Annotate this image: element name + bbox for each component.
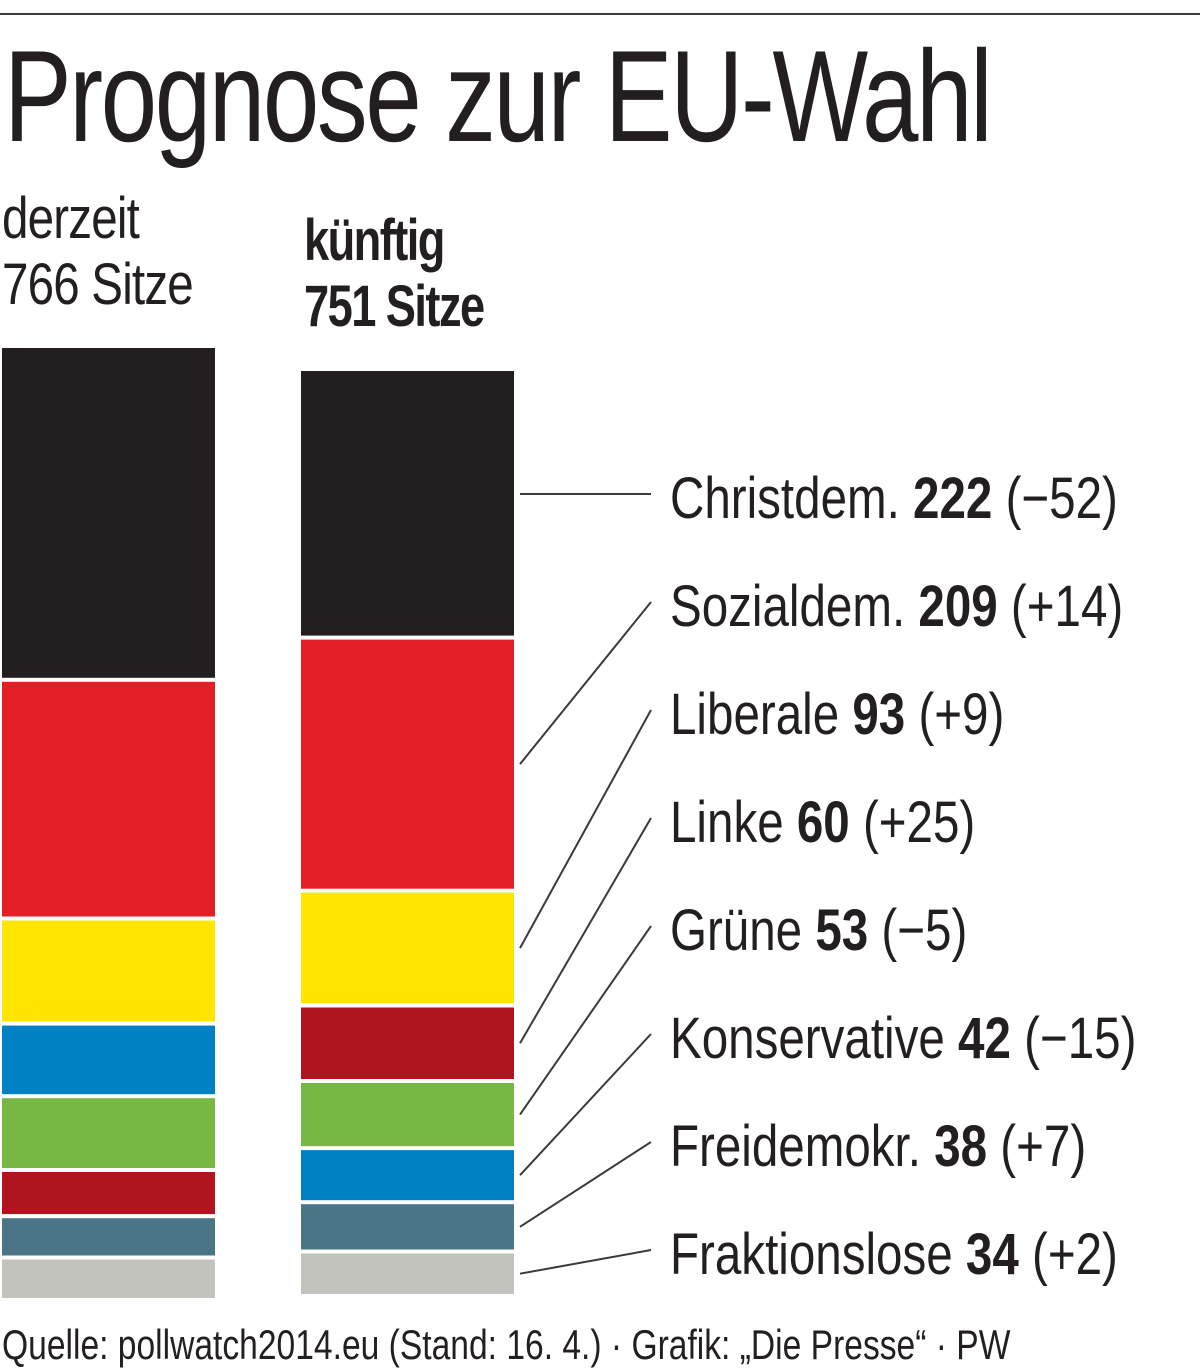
series-value: 93: [852, 683, 918, 748]
current-bar-sozialdem: [2, 681, 215, 917]
series-name: Fraktionslose: [670, 1223, 966, 1288]
top-rule: [0, 13, 1200, 15]
chart-title: Prognose zur EU-Wahl: [4, 23, 993, 169]
future-bar-sozialdem: [301, 639, 514, 889]
series-name: Sozialdem.: [670, 575, 918, 640]
column-label-future-total: 751 Sitze: [304, 274, 485, 339]
future-bar-christdem: [301, 371, 514, 636]
series-change: (+14): [1011, 575, 1123, 640]
series-change: (−15): [1024, 1007, 1136, 1072]
current-bar-linke: [2, 1172, 215, 1215]
column-label-current-total: 766 Sitze: [2, 252, 194, 317]
series-name: Christdem.: [670, 467, 913, 532]
future-bar-linke: [301, 1007, 514, 1079]
leader-line-linke: [519, 817, 652, 1044]
series-change: (+7): [1000, 1115, 1086, 1180]
leader-line-gruene: [519, 925, 652, 1116]
current-bar-konservative: [2, 1025, 215, 1095]
leader-line-sozialdem: [519, 601, 652, 765]
series-label-gruene: Grüne 53 (−5): [670, 899, 967, 964]
column-label-current-name: derzeit: [2, 186, 140, 251]
future-bar-fraktionslose: [301, 1253, 514, 1294]
series-label-freidemokr: Freidemokr. 38 (+7): [670, 1115, 1086, 1180]
series-change: (+25): [863, 791, 975, 856]
series-label-fraktionslose: Fraktionslose 34 (+2): [670, 1223, 1118, 1288]
column-label-future: künftig 751 Sitze: [304, 208, 485, 340]
series-label-liberale: Liberale 93 (+9): [670, 683, 1004, 748]
leader-line-liberale: [519, 709, 652, 949]
future-bar-freidemokr: [301, 1204, 514, 1250]
series-value: 53: [815, 899, 881, 964]
series-name: Linke: [670, 791, 797, 856]
current-bar-freidemokr: [2, 1218, 215, 1256]
current-bar-christdem: [2, 348, 215, 678]
series-value: 60: [797, 791, 863, 856]
series-value: 222: [913, 467, 1006, 532]
leader-line-konservative: [519, 1033, 652, 1176]
series-value: 42: [958, 1007, 1024, 1072]
series-label-linke: Linke 60 (+25): [670, 791, 975, 856]
series-label-christdem: Christdem. 222 (−52): [670, 467, 1118, 532]
source-note: Quelle: pollwatch2014.eu (Stand: 16. 4.)…: [2, 1321, 1011, 1368]
current-bar-fraktionslose: [2, 1259, 215, 1298]
series-name: Freidemokr.: [670, 1115, 934, 1180]
series-label-konservative: Konservative 42 (−15): [670, 1007, 1136, 1072]
series-value: 34: [966, 1223, 1032, 1288]
series-name: Liberale: [670, 683, 852, 748]
series-name: Konservative: [670, 1007, 958, 1072]
series-change: (−52): [1006, 467, 1118, 532]
series-value: 38: [934, 1115, 1000, 1180]
current-bar-gruene: [2, 1098, 215, 1168]
column-label-future-name: künftig: [304, 208, 445, 273]
series-change: (−5): [881, 899, 967, 964]
series-change: (+2): [1032, 1223, 1118, 1288]
series-value: 209: [918, 575, 1011, 640]
series-change: (+9): [918, 683, 1004, 748]
current-bar-liberale: [2, 920, 215, 1022]
future-bar-konservative: [301, 1150, 514, 1201]
series-label-sozialdem: Sozialdem. 209 (+14): [670, 575, 1123, 640]
future-bar-gruene: [301, 1083, 514, 1147]
series-name: Grüne: [670, 899, 815, 964]
column-label-current: derzeit 766 Sitze: [2, 186, 194, 318]
leader-line-freidemokr: [519, 1141, 652, 1228]
future-bar-liberale: [301, 892, 514, 1004]
leader-line-fraktionslose: [519, 1249, 652, 1275]
